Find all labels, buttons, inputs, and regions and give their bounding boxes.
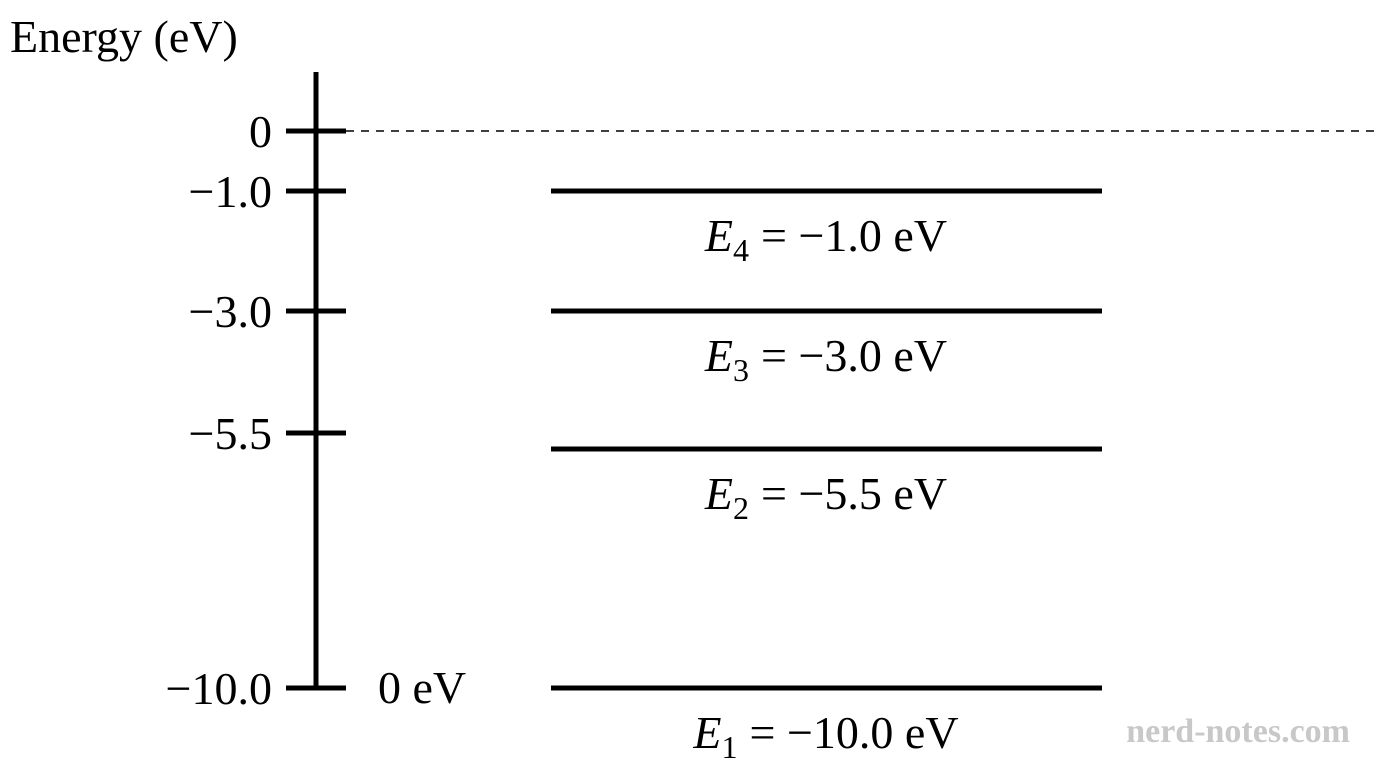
level-symbol: E [692,707,721,758]
level-index: 2 [733,490,749,526]
axis-label: Energy (eV) [10,11,238,62]
level-value: = −5.5 eV [761,468,947,519]
tick-label: −10.0 [166,663,272,714]
level-label: E1 = −10.0 eV [692,707,958,765]
level-label: E2 = −5.5 eV [704,468,947,526]
level-value: = −1.0 eV [761,210,947,261]
tick-label: −1.0 [189,166,272,217]
level-symbol: E [704,210,733,261]
level-value: = −10.0 eV [750,707,959,758]
level-label: E4 = −1.0 eV [704,210,947,268]
level-index: 3 [733,352,749,388]
watermark: nerd-notes.com [1126,713,1350,750]
level-value: = −3.0 eV [761,330,947,381]
level-index: 4 [733,232,749,268]
tick-label: 0 [249,106,272,157]
level-symbol: E [704,468,733,519]
level-symbol: E [704,330,733,381]
tick-label: −3.0 [189,286,272,337]
ticks: 0 −1.0 −3.0 −5.5 −10.0 [166,106,346,714]
ground-note: 0 eV [378,662,466,713]
level-label: E3 = −3.0 eV [704,330,947,388]
tick-label: −5.5 [189,408,272,459]
level-index: 1 [722,729,738,765]
